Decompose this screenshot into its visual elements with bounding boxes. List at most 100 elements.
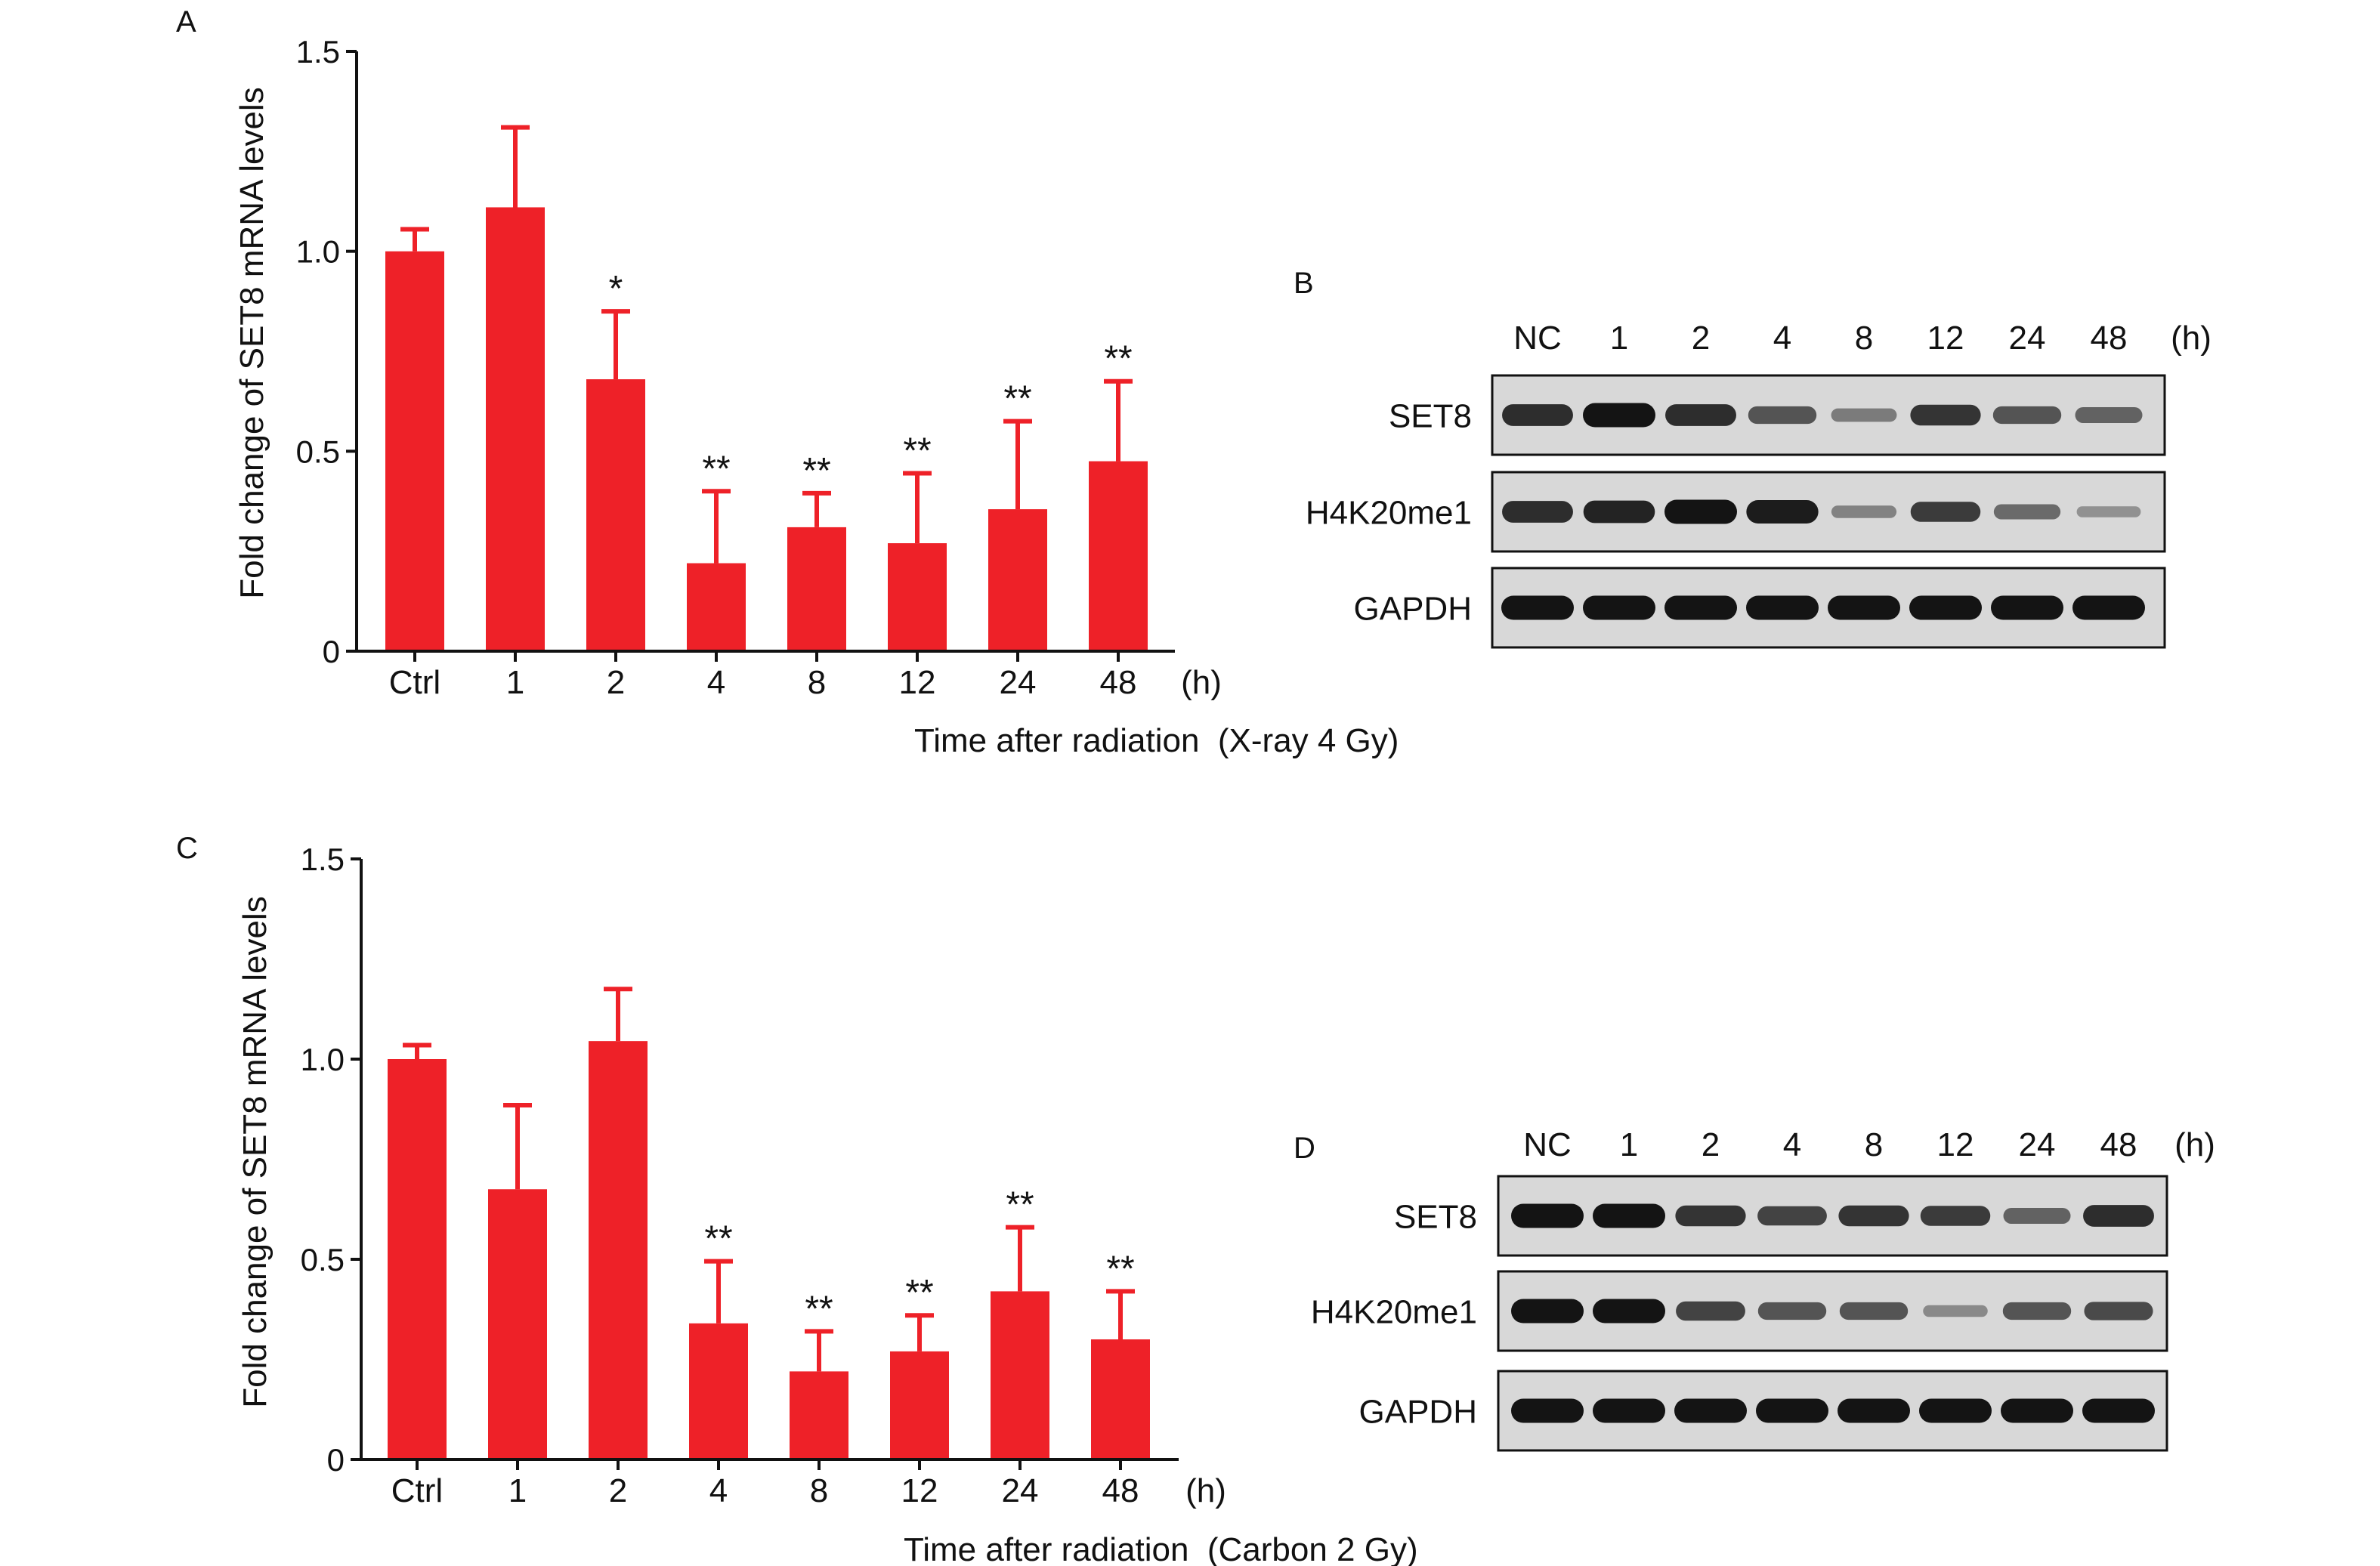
blot-row-label: SET8: [1389, 398, 1472, 435]
blot-band: [1748, 406, 1817, 425]
x-tick-label: 8: [810, 1472, 828, 1509]
blot-rows: SET8 H4K20me1 GAPDH: [1311, 1175, 2168, 1452]
chart-panel-c: C Fold change of SET8 mRNA levels ** ** **…: [176, 832, 1418, 1566]
y-axis-label: Fold change of SET8 mRNA levels: [236, 896, 274, 1407]
blot-row: GAPDH: [1354, 567, 2166, 649]
x-tick-label: Ctrl: [389, 664, 440, 701]
y-tick-label: 0: [323, 634, 340, 669]
x-unit-label: (h): [1181, 664, 1222, 701]
significance-marker: **: [805, 1289, 833, 1329]
x-tick-label: 8: [808, 664, 826, 701]
blot-band: [1757, 1206, 1827, 1226]
x-axis-label: Time after radiation (X-ray 4 Gy): [914, 722, 1399, 759]
bar: [988, 509, 1047, 651]
bar: [589, 1041, 648, 1459]
significance-marker: **: [702, 449, 730, 489]
bar: [890, 1351, 949, 1459]
lane-label: 48: [2100, 1126, 2137, 1163]
blot-band: [1910, 404, 1981, 426]
bar: [689, 1323, 748, 1459]
blot-band: [1511, 1398, 1584, 1423]
lane-label: 2: [1702, 1126, 1720, 1163]
lane-labels: NC 1 2 4 8 12 24 48: [1523, 1126, 2137, 1163]
blot-band: [1502, 404, 1573, 426]
blot-band: [2072, 595, 2145, 620]
significance-marker: **: [704, 1219, 732, 1259]
blot-band: [1593, 1299, 1665, 1324]
lane-unit-label: (h): [2171, 320, 2212, 357]
blot-band: [2003, 1208, 2071, 1224]
blot-band: [1675, 1205, 1746, 1227]
blot-band: [1838, 1205, 1909, 1227]
x-tick-label: 4: [707, 664, 725, 701]
x-tick-label: 48: [1100, 664, 1137, 701]
bar: [586, 379, 645, 651]
blot-band: [1838, 1398, 1910, 1423]
panel-label-b: B: [1294, 267, 1314, 300]
lane-label: 4: [1783, 1126, 1801, 1163]
x-tick-label: 48: [1102, 1472, 1139, 1509]
x-ticks: Ctrl 1 2 4 8 12 24 48: [389, 651, 1137, 701]
blot-row-label: SET8: [1394, 1199, 1477, 1236]
x-tick-label: 4: [709, 1472, 728, 1509]
blot-band: [1923, 1305, 1988, 1317]
blot-band: [1919, 1398, 1992, 1423]
blot-band: [1746, 595, 1819, 620]
blot-band: [1583, 500, 1655, 524]
blot-band: [1756, 1398, 1828, 1423]
lane-label: 2: [1692, 320, 1710, 357]
x-ticks: Ctrl 1 2 4 8 12 24 48: [391, 1459, 1139, 1509]
lane-label: 48: [2091, 320, 2128, 357]
blot-band: [1920, 1206, 1991, 1226]
y-tick-label: 0: [327, 1442, 345, 1478]
significance-marker: **: [1006, 1185, 1034, 1225]
blot-band: [1839, 1302, 1909, 1320]
bar: [991, 1291, 1049, 1459]
x-tick-label: Ctrl: [391, 1472, 443, 1509]
significance-marker: **: [1106, 1249, 1134, 1289]
y-ticks: 0 0.5 1.0 1.5: [296, 34, 357, 669]
blot-row-label: H4K20me1: [1306, 495, 1472, 532]
significance-marker: **: [903, 431, 931, 471]
panel-label-d: D: [1294, 1132, 1315, 1165]
blot-band: [1676, 1301, 1745, 1321]
x-axis-label: Time after radiation (Carbon 2 Gy): [904, 1531, 1418, 1566]
bar: [388, 1059, 447, 1459]
blot-band: [2083, 1205, 2154, 1227]
panel-label-c: C: [176, 832, 198, 865]
x-tick-label: 1: [508, 1472, 527, 1509]
lane-label: 8: [1865, 1126, 1883, 1163]
blot-band: [1674, 1398, 1747, 1423]
y-tick-label: 1.0: [301, 1042, 345, 1077]
lane-label: 24: [2009, 320, 2046, 357]
blot-band: [1831, 408, 1897, 422]
y-axis-label: Fold change of SET8 mRNA levels: [233, 87, 270, 598]
bar: [1091, 1339, 1150, 1459]
blot-band: [1664, 595, 1737, 620]
bar: [787, 527, 846, 651]
blot-band: [2075, 407, 2143, 423]
blot-band: [2001, 1398, 2073, 1423]
lane-label: 24: [2019, 1126, 2056, 1163]
blot-band: [1828, 595, 1900, 620]
blot-band: [1583, 595, 1655, 620]
blot-band: [1991, 595, 2063, 620]
y-tick-label: 1.0: [296, 234, 340, 270]
significance-marker: **: [802, 451, 830, 491]
blot-row-label: H4K20me1: [1311, 1294, 1477, 1331]
blot-band: [1992, 406, 2062, 425]
x-tick-label: 12: [899, 664, 936, 701]
x-tick-label: 24: [1000, 664, 1037, 701]
blot-band: [1746, 500, 1819, 524]
y-tick-label: 1.5: [296, 34, 340, 69]
x-tick-label: 12: [901, 1472, 938, 1509]
blot-band: [1593, 1398, 1665, 1423]
bars-layer: *** ** ******: [385, 125, 1148, 652]
lane-label: 4: [1773, 320, 1791, 357]
bar: [687, 563, 746, 651]
blot-band: [2076, 506, 2141, 517]
y-tick-label: 0.5: [301, 1242, 345, 1277]
significance-marker: **: [1104, 339, 1132, 379]
